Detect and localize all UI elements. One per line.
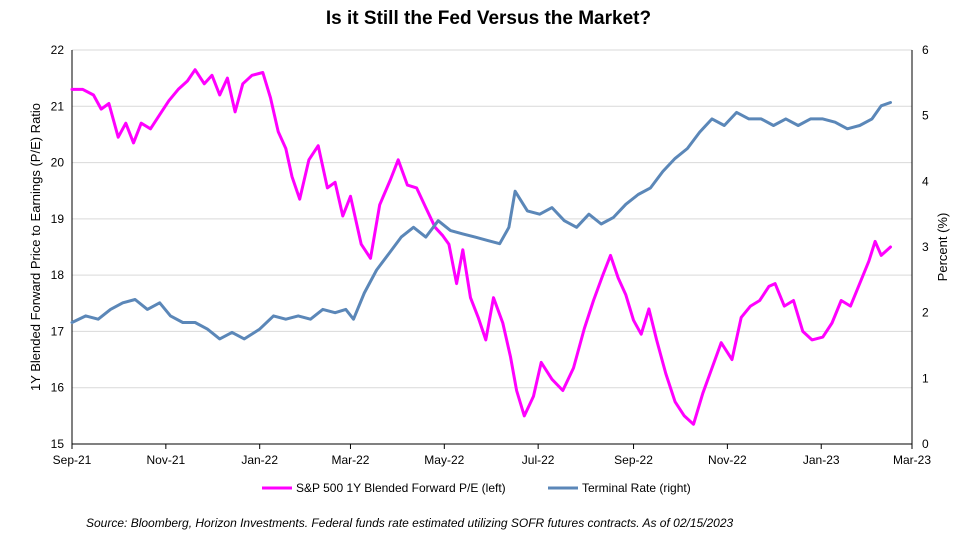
axes: 15 16 17 18 19 20 21 22 0 1 2 3 4 5 6 Sep-21 Nov-21 Jan-2… bbox=[28, 43, 950, 467]
left-tick-label: 21 bbox=[51, 99, 65, 113]
x-tick-label: Nov-21 bbox=[147, 453, 186, 467]
x-tick-label: Nov-22 bbox=[708, 453, 747, 467]
legend-label: Terminal Rate (right) bbox=[582, 481, 691, 495]
legend: S&P 500 1Y Blended Forward P/E (left) Ter… bbox=[262, 481, 691, 495]
series-line-sp500-pe bbox=[70, 68, 892, 426]
x-tick-label: Jan-23 bbox=[803, 453, 840, 467]
left-tick-label: 15 bbox=[51, 437, 65, 451]
legend-label: S&P 500 1Y Blended Forward P/E (left) bbox=[296, 481, 506, 495]
source-note: Source: Bloomberg, Horizon Investments. … bbox=[86, 516, 734, 530]
series-line-terminal-rate bbox=[70, 101, 892, 341]
left-tick-label: 22 bbox=[51, 43, 65, 57]
gridlines bbox=[72, 49, 912, 389]
right-tick-label: 5 bbox=[922, 109, 929, 123]
right-tick-label: 3 bbox=[922, 240, 929, 254]
series-lines bbox=[70, 68, 892, 426]
left-tick-label: 19 bbox=[51, 212, 65, 226]
left-tick-label: 18 bbox=[51, 268, 65, 282]
x-tick-label: May-22 bbox=[424, 453, 464, 467]
x-tick-label: Sep-22 bbox=[614, 453, 653, 467]
left-tick-label: 20 bbox=[51, 156, 65, 170]
right-tick-label: 0 bbox=[922, 437, 929, 451]
left-axis-title: 1Y Blended Forward Price to Earnings (P/… bbox=[28, 103, 43, 391]
right-tick-label: 1 bbox=[922, 371, 929, 385]
x-tick-label: Mar-22 bbox=[331, 453, 369, 467]
chart-title: Is it Still the Fed Versus the Market? bbox=[325, 8, 652, 29]
left-tick-label: 17 bbox=[51, 324, 65, 338]
left-tick-label: 16 bbox=[51, 381, 65, 395]
x-tick-label: Jul-22 bbox=[522, 453, 555, 467]
right-tick-label: 2 bbox=[922, 306, 929, 320]
right-axis-title: Percent (%) bbox=[935, 213, 950, 282]
x-tick-label: Jan-22 bbox=[241, 453, 278, 467]
right-tick-label: 6 bbox=[922, 43, 929, 57]
x-tick-label: Sep-21 bbox=[53, 453, 92, 467]
x-tick-label: Mar-23 bbox=[893, 453, 931, 467]
right-tick-label: 4 bbox=[922, 174, 929, 188]
